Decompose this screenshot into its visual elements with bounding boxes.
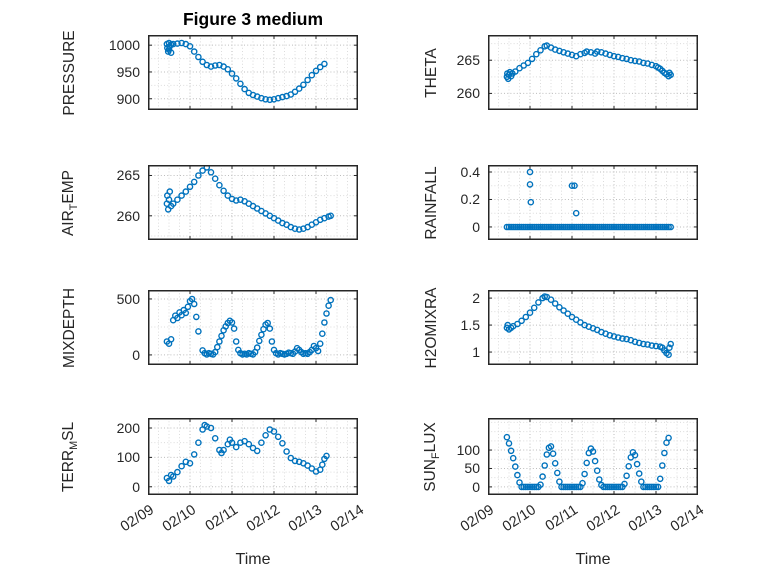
subplot-rainfall: [488, 165, 698, 240]
y-tick-label: 0: [472, 478, 480, 495]
y-tick-label: 260: [116, 207, 140, 224]
y-axis-label-pressure: PRESSURE: [61, 29, 78, 116]
x-tick-label: 02/12: [583, 502, 623, 536]
y-axis-label-air-temp: AIRTEMP: [59, 169, 81, 236]
y-axis-label-rainfall: RAINFALL: [423, 165, 440, 240]
x-tick-label: 02/10: [499, 502, 539, 536]
y-tick-label: 0: [472, 218, 480, 235]
subplot-sun-flux: [488, 418, 698, 495]
y-tick-label: 200: [116, 419, 140, 436]
y-axis-label-mixdepth: MIXDEPTH: [61, 287, 78, 368]
x-tick-label: 02/09: [457, 502, 497, 536]
x-tick-label: 02/12: [243, 502, 283, 536]
y-tick-label: 50: [464, 460, 480, 477]
series-markers: [503, 168, 674, 231]
y-tick-label: 900: [116, 90, 140, 107]
x-tick-label: 02/13: [625, 502, 665, 536]
x-tick-label: 02/10: [159, 502, 199, 536]
subplot-mixdepth: [148, 290, 358, 365]
y-axis-label-sun-flux: SUNFLUX: [421, 421, 443, 492]
y-tick-label: 2: [472, 290, 480, 307]
series-markers: [503, 42, 674, 83]
y-tick-label: 265: [116, 167, 140, 184]
y-tick-label: 0: [132, 346, 140, 363]
y-tick-label: 100: [456, 442, 480, 459]
y-tick-label: 265: [456, 52, 480, 69]
x-tick-label: 02/13: [285, 502, 325, 536]
y-tick-label: 500: [116, 290, 140, 307]
y-axis-label-theta: THETA: [423, 47, 440, 98]
series-markers: [163, 165, 334, 233]
subplot-h2omixra: [488, 290, 698, 365]
y-tick-label: 1: [472, 344, 480, 361]
x-tick-label: 02/11: [202, 502, 241, 535]
subplot-air-temp: [148, 165, 358, 240]
subplot-terr-msl: [148, 418, 358, 495]
series-markers: [503, 433, 672, 491]
subplot-pressure: [148, 35, 358, 110]
x-tick-label: 02/09: [117, 502, 157, 536]
x-axis-label-right: Time: [575, 551, 611, 568]
subplot-theta: [488, 35, 698, 110]
y-tick-label: 1000: [108, 37, 140, 54]
x-tick-label: 02/14: [667, 502, 707, 536]
series-markers: [163, 39, 328, 104]
y-tick-label: 0.2: [460, 191, 480, 208]
figure-title: Figure 3 medium: [182, 9, 324, 29]
y-tick-label: 1.5: [460, 317, 480, 334]
x-axis-label-left: Time: [235, 551, 271, 568]
y-tick-label: 0.4: [460, 164, 480, 180]
y-axis-label-h2omixra: H2OMIXRA: [423, 287, 440, 368]
x-tick-label: 02/11: [542, 502, 581, 535]
y-tick-label: 100: [116, 449, 140, 466]
y-axis-label-terr-msl: TERRMSL: [59, 421, 81, 492]
series-markers: [163, 421, 330, 485]
y-tick-label: 0: [132, 478, 140, 495]
series-markers: [163, 295, 334, 358]
series-markers: [503, 293, 674, 358]
y-tick-label: 950: [116, 63, 140, 80]
x-tick-label: 02/14: [327, 502, 367, 536]
y-tick-label: 260: [456, 85, 480, 102]
